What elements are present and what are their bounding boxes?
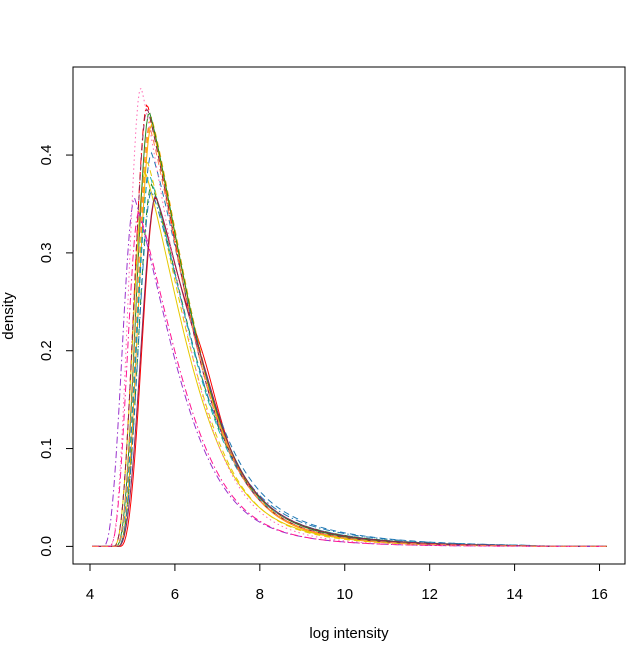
x-tick-label: 16 [591, 586, 608, 603]
density-series-3 [92, 116, 607, 547]
y-tick-label: 0.0 [38, 536, 55, 557]
y-tick-label: 0.3 [38, 242, 55, 263]
density-series-13 [92, 108, 607, 547]
density-series-15 [92, 212, 607, 547]
density-series-17 [92, 126, 607, 547]
y-tick-label: 0.4 [38, 145, 55, 166]
y-tick-label: 0.2 [38, 340, 55, 361]
x-tick-label: 6 [171, 586, 179, 603]
x-tick-label: 4 [86, 586, 94, 603]
x-axis: 4 6 8 10 12 14 16 [86, 563, 608, 603]
density-series-5 [92, 161, 607, 547]
density-series-16 [92, 87, 607, 547]
x-tick-label: 8 [256, 586, 264, 603]
density-series-6 [92, 170, 607, 547]
density-series-2 [92, 104, 607, 547]
density-curves [92, 87, 607, 547]
x-axis-title: log intensity [309, 625, 389, 642]
density-series-11 [92, 174, 607, 547]
density-series-9 [92, 151, 607, 547]
x-tick-label: 14 [506, 586, 523, 603]
y-axis: 0.0 0.1 0.2 0.3 0.4 [38, 145, 74, 557]
x-tick-label: 10 [336, 586, 353, 603]
density-series-8 [92, 183, 607, 547]
density-series-14 [92, 196, 607, 547]
y-tick-label: 0.1 [38, 438, 55, 459]
y-axis-title: density [0, 292, 17, 340]
x-tick-label: 12 [421, 586, 438, 603]
